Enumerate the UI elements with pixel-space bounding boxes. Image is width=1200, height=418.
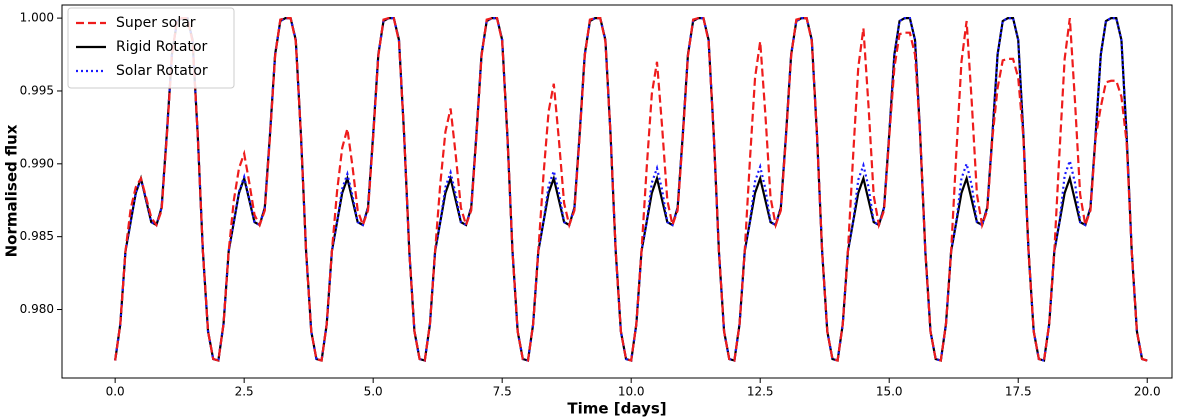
series-line (114, 17, 1148, 362)
x-tick-label: 12.5 (747, 385, 774, 399)
x-tick-label: 5.0 (364, 385, 383, 399)
y-tick-label: 0.985 (20, 229, 54, 243)
legend-label: Super solar (116, 15, 196, 31)
y-tick-label: 0.990 (20, 156, 54, 170)
y-axis-label: Normalised flux (3, 124, 21, 257)
series-line (114, 17, 1148, 362)
x-axis-label: Time [days] (567, 400, 666, 418)
x-tick-label: 2.5 (235, 385, 254, 399)
x-tick-label: 10.0 (618, 385, 645, 399)
legend-box (67, 7, 235, 89)
y-tick-label: 0.995 (20, 83, 54, 97)
y-tick-label: 1.000 (20, 11, 54, 25)
x-tick-label: 7.5 (493, 385, 512, 399)
x-tick-label: 15.0 (876, 385, 903, 399)
legend-label: Solar Rotator (116, 63, 208, 79)
plot-frame (61, 4, 1173, 379)
x-tick-label: 20.0 (1134, 385, 1161, 399)
series-line (114, 17, 1148, 362)
x-tick-label: 0.0 (106, 385, 125, 399)
y-tick-label: 0.980 (20, 302, 54, 316)
legend-label: Rigid Rotator (116, 39, 208, 55)
x-tick-label: 17.5 (1005, 385, 1032, 399)
